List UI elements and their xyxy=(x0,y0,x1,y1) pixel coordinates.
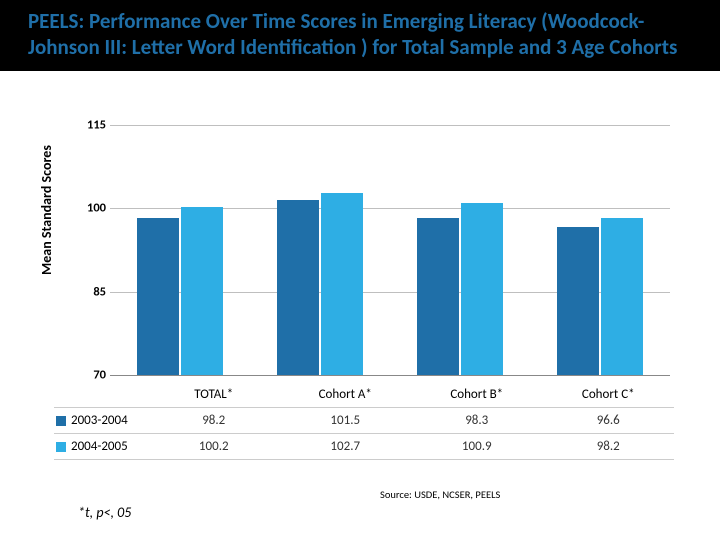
data-cell: 100.2 xyxy=(148,439,280,454)
bar xyxy=(137,218,179,375)
category-row: TOTAL* Cohort A* Cohort B* Cohort C* xyxy=(54,383,674,406)
slide: PEELS: Performance Over Time Scores in E… xyxy=(0,0,720,540)
y-axis-label: Mean Standard Scores xyxy=(38,145,55,275)
series-name: 2004-2005 xyxy=(71,439,128,454)
y-tick-label: 70 xyxy=(78,368,106,383)
data-cell: 100.9 xyxy=(411,439,543,454)
source-note: Source: USDE, NCSER, PEELS xyxy=(380,488,500,501)
legend-swatch-icon xyxy=(56,416,66,426)
footnote: *t, p<, 05 xyxy=(78,504,131,521)
x-axis-line xyxy=(110,375,670,376)
y-tick-label: 85 xyxy=(78,284,106,299)
data-cell: 101.5 xyxy=(280,413,412,428)
series-row: 2004-2005 100.2 102.7 100.9 98.2 xyxy=(54,435,674,458)
category-label: Cohort A* xyxy=(280,387,412,402)
category-label: Cohort B* xyxy=(411,387,543,402)
category-label: TOTAL* xyxy=(148,387,280,402)
series-name: 2003-2004 xyxy=(71,413,128,428)
series-header: 2004-2005 xyxy=(54,439,148,454)
legend-swatch-icon xyxy=(56,442,66,452)
bar xyxy=(277,200,319,375)
data-cell: 102.7 xyxy=(280,439,412,454)
bar xyxy=(557,227,599,375)
data-table: TOTAL* Cohort A* Cohort B* Cohort C* 200… xyxy=(54,383,674,461)
series-header: 2003-2004 xyxy=(54,413,148,428)
y-tick-label: 115 xyxy=(78,118,106,133)
data-cell: 98.2 xyxy=(543,439,675,454)
bar xyxy=(461,203,503,375)
data-cell: 98.2 xyxy=(148,413,280,428)
bar xyxy=(321,193,363,375)
y-tick-label: 100 xyxy=(78,201,106,216)
bar xyxy=(181,207,223,375)
bar xyxy=(601,218,643,375)
plot-area: 7085100115 xyxy=(110,125,670,375)
chart: Mean Standard Scores 7085100115 TOTAL* C… xyxy=(40,115,680,455)
category-label: Cohort C* xyxy=(543,387,675,402)
data-cell: 98.3 xyxy=(411,413,543,428)
slide-title: PEELS: Performance Over Time Scores in E… xyxy=(0,0,720,71)
data-cell: 96.6 xyxy=(543,413,675,428)
bar xyxy=(417,218,459,375)
grid-line xyxy=(110,125,670,126)
series-row: 2003-2004 98.2 101.5 98.3 96.6 xyxy=(54,409,674,432)
